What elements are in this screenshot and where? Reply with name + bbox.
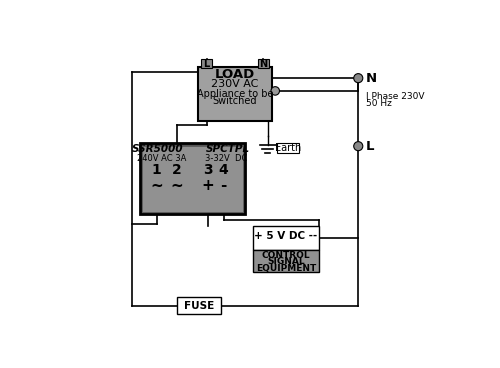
Text: I Phase 230V: I Phase 230V: [366, 92, 424, 101]
Text: 1: 1: [152, 163, 162, 177]
Text: FUSE: FUSE: [184, 301, 214, 311]
Bar: [198, 67, 272, 121]
Text: +: +: [202, 178, 214, 193]
Text: L: L: [204, 59, 210, 69]
Text: 230V AC: 230V AC: [212, 79, 258, 89]
Text: SIGNAL: SIGNAL: [267, 258, 305, 266]
Text: 3: 3: [204, 163, 213, 177]
Text: + 5 V DC --: + 5 V DC --: [254, 231, 318, 241]
Circle shape: [354, 74, 363, 83]
Bar: [142, 146, 242, 212]
Bar: [258, 59, 269, 68]
Text: LOAD: LOAD: [215, 68, 255, 81]
Bar: [140, 144, 245, 214]
Text: 50 Hz: 50 Hz: [366, 99, 392, 108]
Text: 2: 2: [172, 163, 182, 177]
Text: 4: 4: [219, 163, 228, 177]
Text: 3-32V  DC: 3-32V DC: [205, 154, 248, 163]
Bar: [276, 144, 299, 153]
Circle shape: [354, 142, 363, 151]
Text: ~: ~: [170, 178, 183, 193]
Text: N: N: [260, 59, 268, 69]
Text: SPCTPL: SPCTPL: [206, 144, 250, 154]
Circle shape: [271, 87, 280, 95]
Text: EQUIPMENT: EQUIPMENT: [256, 264, 316, 273]
Bar: [254, 226, 318, 250]
Text: N: N: [366, 72, 378, 85]
Text: Switched: Switched: [212, 96, 257, 106]
Bar: [201, 59, 212, 68]
Text: Appliance to be: Appliance to be: [196, 89, 273, 99]
Text: 240V AC 3A: 240V AC 3A: [136, 154, 186, 163]
Text: L: L: [366, 140, 374, 153]
Bar: [254, 250, 318, 272]
Text: SSR5000: SSR5000: [132, 144, 184, 154]
Text: -: -: [220, 178, 227, 193]
Bar: [177, 297, 221, 314]
Text: ~: ~: [150, 178, 163, 193]
Text: Earth: Earth: [275, 143, 301, 153]
Text: CONTROL: CONTROL: [262, 251, 310, 260]
